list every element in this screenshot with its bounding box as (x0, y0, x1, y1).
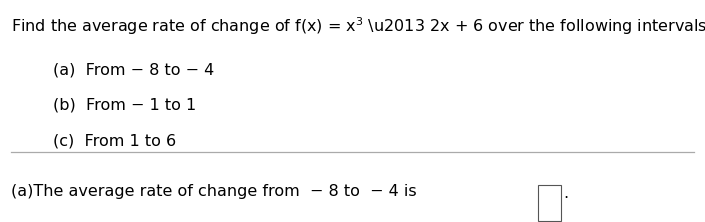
Text: Find the average rate of change of f(x) = x$^3$ \u2013 2x + 6 over the following: Find the average rate of change of f(x) … (11, 16, 705, 37)
Text: (a)The average rate of change from  − 8 to  − 4 is: (a)The average rate of change from − 8 t… (11, 184, 416, 199)
Text: (c)  From 1 to 6: (c) From 1 to 6 (53, 133, 176, 148)
FancyBboxPatch shape (538, 185, 560, 221)
Text: .: . (563, 186, 568, 202)
Text: (b)  From − 1 to 1: (b) From − 1 to 1 (53, 98, 196, 113)
Text: (a)  From − 8 to − 4: (a) From − 8 to − 4 (53, 62, 214, 77)
